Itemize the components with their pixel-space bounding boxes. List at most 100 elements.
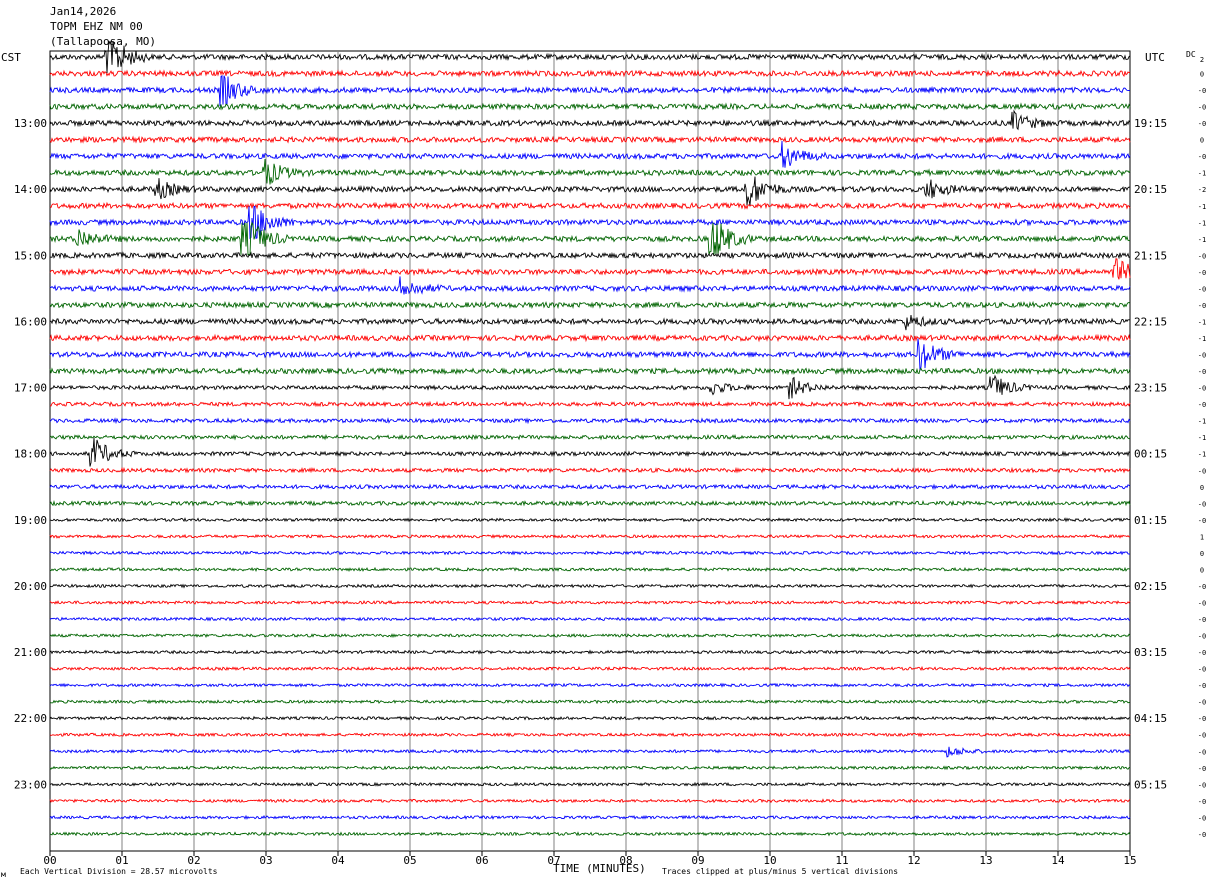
- dc-offset-label: -0: [1198, 252, 1206, 260]
- dc-offset-label: -1: [1198, 418, 1206, 426]
- hour-label-utc: 03:15: [1134, 646, 1167, 659]
- hour-label-utc: 23:15: [1134, 382, 1167, 395]
- location-label: (Tallapoosa, MO): [50, 35, 156, 48]
- dc-offset-label: -1: [1198, 236, 1206, 244]
- trace-line: [49, 205, 1131, 240]
- date-label: Jan14,2026: [50, 5, 117, 18]
- dc-offset-label: -0: [1198, 269, 1206, 277]
- hour-label-utc: 22:15: [1134, 315, 1167, 328]
- x-tick-label: 06: [475, 854, 488, 867]
- trace-line: [49, 176, 1131, 206]
- hour-label-cst: 14:00: [14, 183, 47, 196]
- trace-line: [49, 140, 1131, 168]
- hour-label-cst: 23:00: [14, 778, 47, 791]
- trace-line: [49, 333, 1131, 343]
- trace-line: [49, 831, 1131, 837]
- hour-label-utc: 04:15: [1134, 712, 1167, 725]
- hour-label-utc: 02:15: [1134, 580, 1167, 593]
- dc-offset-label: -0: [1198, 831, 1206, 839]
- trace-line: [49, 258, 1131, 280]
- dc-offset-label: -1: [1198, 219, 1206, 227]
- trace-line: [49, 746, 1131, 758]
- x-tick-label: 07: [547, 854, 560, 867]
- dc-offset-label: -0: [1198, 87, 1206, 95]
- left-timezone-label: CST: [1, 51, 21, 64]
- dc-offset-label: -0: [1198, 798, 1206, 806]
- dc-label: DC: [1186, 50, 1196, 59]
- x-tick-label: 10: [763, 854, 776, 867]
- trace-line: [49, 715, 1131, 721]
- x-tick-label: 12: [907, 854, 920, 867]
- trace-line: [49, 798, 1131, 804]
- dc-offset-label: -1: [1198, 434, 1206, 442]
- hour-label-cst: 18:00: [14, 448, 47, 461]
- trace-line: [49, 276, 1131, 295]
- dc-offset-label: -0: [1198, 385, 1206, 393]
- hour-label-utc: 21:15: [1134, 249, 1167, 262]
- dc-offset-label: -0: [1198, 517, 1206, 525]
- trace-line: [49, 201, 1131, 210]
- x-tick-label: 08: [619, 854, 632, 867]
- x-tick-label: 13: [979, 854, 992, 867]
- dc-offset-label: -1: [1198, 170, 1206, 178]
- trace-line: [49, 765, 1131, 771]
- x-tick-label: 03: [259, 854, 272, 867]
- dc-offset-label: -0: [1198, 467, 1206, 475]
- trace-line: [49, 109, 1131, 131]
- x-axis-title: TIME (MINUTES): [553, 862, 646, 875]
- hour-label-utc: 05:15: [1134, 778, 1167, 791]
- dc-offset-label: -1: [1198, 318, 1206, 326]
- dc-offset-label: -0: [1198, 120, 1206, 128]
- x-tick-label: 01: [115, 854, 128, 867]
- trace-line: [49, 135, 1131, 144]
- dc-offset-label: -0: [1198, 368, 1206, 376]
- right-timezone-label: UTC: [1145, 51, 1165, 64]
- x-tick-label: 05: [403, 854, 416, 867]
- trace-line: [49, 649, 1131, 655]
- clip-note: Traces clipped at plus/minus 5 vertical …: [662, 867, 899, 876]
- dc-offset-label: -0: [1198, 814, 1206, 822]
- dc-offset-label: -0: [1198, 302, 1206, 310]
- hour-label-cst: 16:00: [14, 315, 47, 328]
- trace-line: [49, 632, 1131, 639]
- trace-line: [49, 550, 1131, 556]
- dc-offset-label: 0: [1200, 484, 1204, 492]
- hour-label-utc: 01:15: [1134, 514, 1167, 527]
- trace-line: [49, 699, 1131, 705]
- trace-line: [49, 566, 1131, 573]
- trace-line: [49, 314, 1131, 331]
- trace-line: [49, 437, 1131, 467]
- hour-label-cst: 22:00: [14, 712, 47, 725]
- dc-offset-label: -0: [1198, 500, 1206, 508]
- trace-line: [49, 616, 1131, 622]
- dc-offset-label: -0: [1198, 633, 1206, 641]
- trace-line: [49, 251, 1131, 260]
- hour-label-cst: 20:00: [14, 580, 47, 593]
- trace-line: [49, 40, 1131, 74]
- trace-line: [49, 483, 1131, 491]
- dc-offset-label: -0: [1198, 748, 1206, 756]
- hour-label-cst: 17:00: [14, 382, 47, 395]
- x-tick-label: 00: [43, 854, 56, 867]
- hour-label-utc: 20:15: [1134, 183, 1167, 196]
- hour-label-utc: 00:15: [1134, 448, 1167, 461]
- trace-line: [49, 102, 1131, 111]
- dc-offset-label: 0: [1200, 137, 1204, 145]
- trace-line: [49, 466, 1131, 474]
- dc-offset-label: -0: [1198, 781, 1206, 789]
- trace-line: [49, 338, 1131, 371]
- dc-offset-label: -0: [1198, 104, 1206, 112]
- trace-line: [49, 366, 1131, 376]
- dc-offset-label: 0: [1200, 566, 1204, 574]
- hour-label-utc: 19:15: [1134, 117, 1167, 130]
- trace-line: [49, 74, 1131, 107]
- trace-line: [49, 499, 1131, 507]
- dc-offset-label: -0: [1198, 153, 1206, 161]
- dc-offset-label: -0: [1198, 699, 1206, 707]
- trace-line: [49, 682, 1131, 688]
- dc-offset-label: -0: [1198, 682, 1206, 690]
- dc-offset-label: -0: [1198, 401, 1206, 409]
- dc-offset-label: -2: [1198, 186, 1206, 194]
- hour-label-cst: 21:00: [14, 646, 47, 659]
